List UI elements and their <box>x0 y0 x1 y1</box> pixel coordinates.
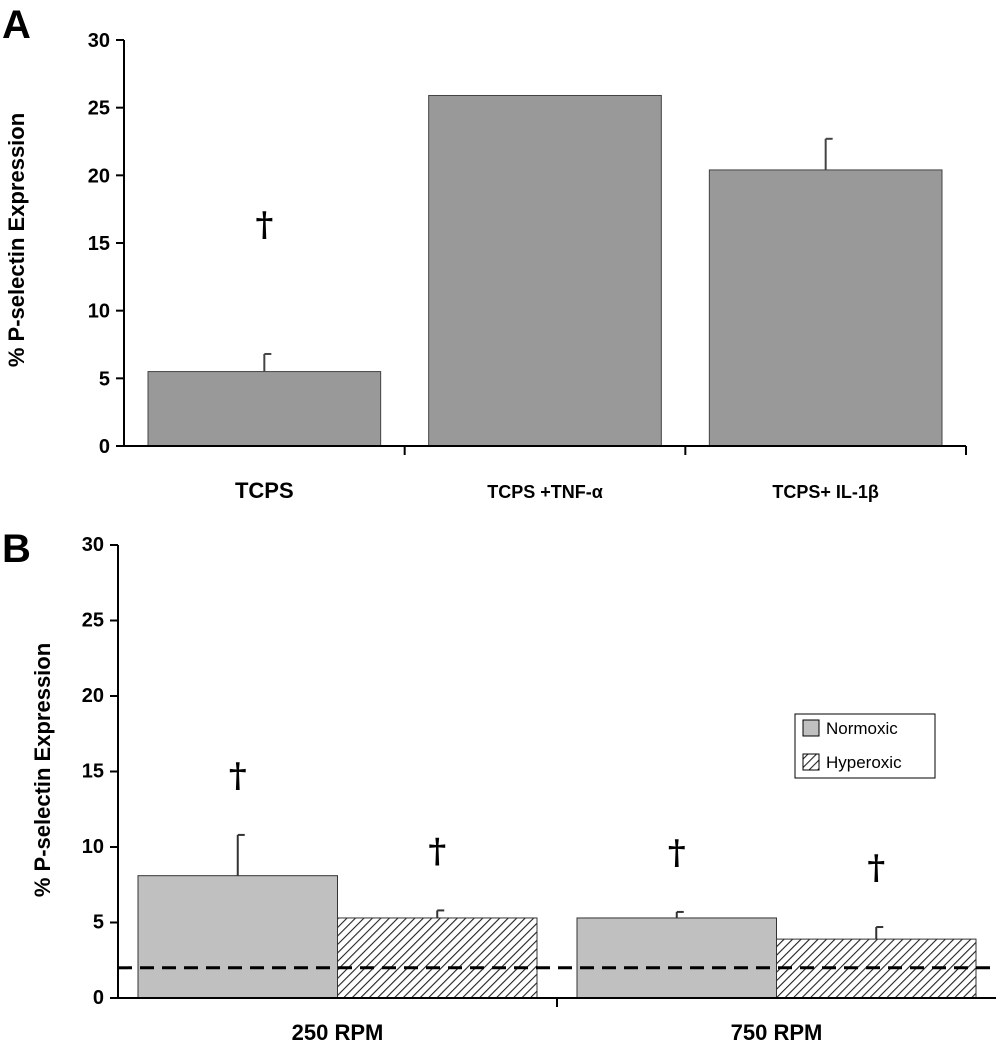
y-axis-label-b: % P-selectin Expression <box>30 643 55 897</box>
bar-250-rpm-normoxic <box>137 875 338 999</box>
y-axis-label-a: % P-selectin Expression <box>4 113 29 367</box>
y-tick-label-a: 30 <box>88 30 110 52</box>
significance-dagger: † <box>428 831 446 871</box>
legend-label-normoxic: Normoxic <box>826 719 898 738</box>
y-tick-label-a: 10 <box>88 301 110 323</box>
y-tick-label-b: 10 <box>82 836 104 858</box>
y-tick-label-b: 25 <box>82 610 104 632</box>
y-tick-label-a: 20 <box>88 165 110 187</box>
y-tick-label-a: 15 <box>88 233 110 255</box>
legend-swatch-hyperoxic <box>802 753 820 771</box>
x-category-label-tcps: TCPS <box>235 478 294 503</box>
y-tick-label-b: 30 <box>82 534 104 556</box>
y-tick-label-b: 20 <box>82 685 104 707</box>
legend-swatch-normoxic <box>802 719 820 737</box>
bar-tcps <box>147 371 382 447</box>
bar-tcps-il-1 <box>708 169 943 447</box>
x-category-label-750-rpm: 750 RPM <box>731 1020 823 1045</box>
significance-dagger: † <box>668 833 686 873</box>
y-tick-label-a: 5 <box>99 368 110 390</box>
panel-letter-b: B <box>2 527 31 571</box>
significance-dagger: † <box>867 848 885 888</box>
y-tick-label-a: 25 <box>88 98 110 120</box>
x-category-label-tcps-il-1: TCPS+ IL-1β <box>772 482 879 502</box>
significance-dagger: † <box>229 756 247 796</box>
panel-letter-a: A <box>2 3 31 47</box>
bar-750-rpm-normoxic <box>576 917 777 999</box>
y-tick-label-b: 15 <box>82 761 104 783</box>
x-category-label-250-rpm: 250 RPM <box>292 1020 384 1045</box>
y-tick-label-a: 0 <box>99 436 110 458</box>
bar-250-rpm-hyperoxic <box>337 917 538 999</box>
legend-label-hyperoxic: Hyperoxic <box>826 753 902 772</box>
chart-panel-b: B % P-selectin Expression 0 5 10 15 20 25 30 †… <box>2 527 996 1045</box>
legend: Normoxic Hyperoxic <box>794 713 936 779</box>
bar-tcps-tnf <box>428 94 662 447</box>
y-tick-label-b: 5 <box>93 912 104 934</box>
chart-panel-a: A % P-selectin Expression 0 5 10 15 20 25 30 †… <box>2 3 967 503</box>
x-category-label-tcps-tnf: TCPS +TNF-α <box>487 482 603 502</box>
significance-dagger: † <box>255 205 273 245</box>
y-tick-label-b: 0 <box>93 987 104 1009</box>
